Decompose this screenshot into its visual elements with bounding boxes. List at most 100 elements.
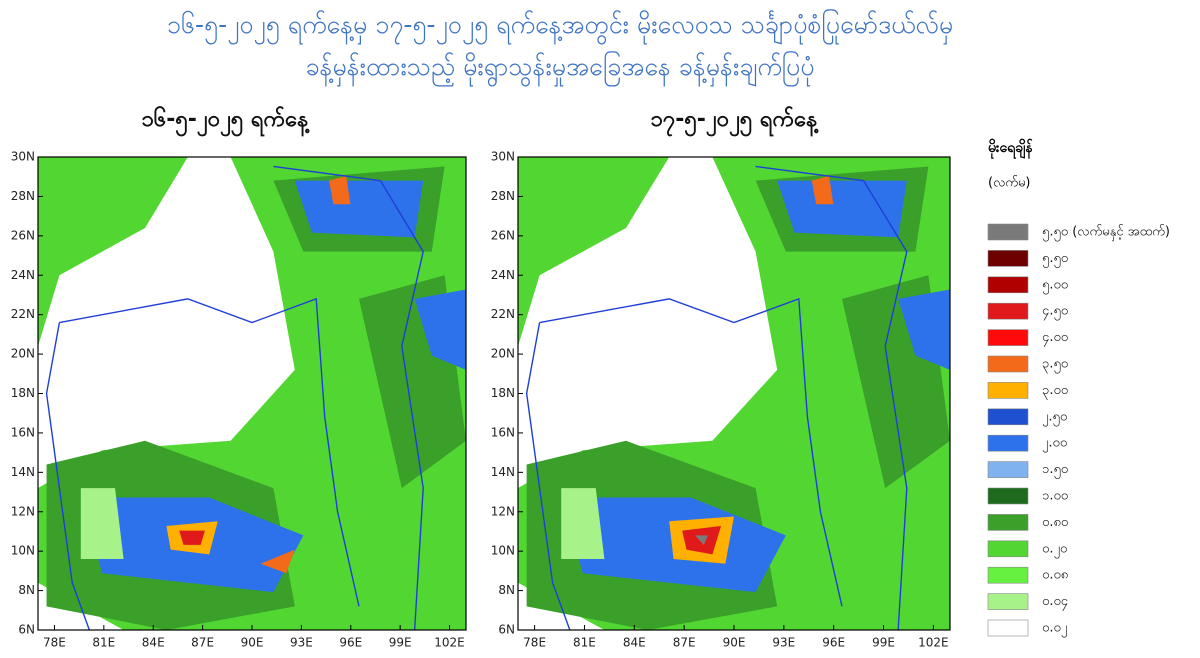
rain-area	[294, 180, 424, 238]
rain-area	[414, 289, 466, 370]
rain-area	[260, 549, 295, 574]
lon-label: 81E	[573, 636, 596, 650]
legend-swatch	[987, 434, 1029, 452]
lon-label: 102E	[918, 636, 949, 650]
rain-area	[38, 157, 188, 347]
legend: ၅.၅၀ (လက်မနှင့် အထက်) ၅.၅၀၅.၀၀၄.၅၀၄.၀၀၃.၅…	[987, 223, 1170, 638]
legend-swatch	[987, 487, 1029, 505]
legend-label: ၀.၂၀	[1042, 541, 1067, 558]
lat-label: 18N	[11, 386, 35, 400]
legend-label: ၅.၅၀	[1042, 251, 1068, 268]
lon-label: 78E	[523, 636, 546, 650]
lon-label: 99E	[872, 636, 895, 650]
lat-label: 24N	[11, 268, 35, 282]
lat-label: 20N	[491, 347, 515, 361]
legend-swatch	[987, 540, 1029, 558]
maps: 30N 28N 26N 24N 22N 20N 18N 16N 14N 12N 10N 8N 6N 78E…	[11, 150, 951, 650]
lat-label: 16N	[11, 425, 35, 439]
rain-area	[179, 530, 205, 545]
legend-swatch	[987, 355, 1029, 373]
rain-area	[518, 157, 670, 347]
legend-label: ၄.၅၀	[1042, 304, 1068, 321]
lon-label: 90E	[241, 636, 264, 650]
legend-swatch	[987, 514, 1029, 531]
lon-label: 87E	[673, 636, 696, 650]
rain-area	[80, 488, 124, 560]
legend-label: ၅.၅၀ (လက်မနှင့် အထက်)	[1042, 224, 1170, 242]
lat-label: 14N	[491, 465, 515, 479]
legend-swatch	[987, 250, 1029, 267]
lat-label: 18N	[491, 386, 515, 400]
lon-label: 87E	[191, 636, 214, 650]
legend-label: ၄.၀၀	[1042, 330, 1068, 347]
rain-area	[898, 289, 950, 370]
legend-unit: (လက်မ)	[988, 175, 1030, 191]
legend-swatch	[987, 329, 1029, 346]
panel-title: ၁၆-၅-၂၀၂၅ ရက်နေ့	[142, 105, 311, 137]
lon-label: 84E	[142, 636, 165, 650]
lon-label: 81E	[92, 636, 115, 650]
lat-label: 8N	[498, 583, 515, 597]
lat-label: 6N	[498, 623, 515, 637]
lon-label: 90E	[723, 636, 746, 650]
lat-label: 20N	[11, 347, 35, 361]
title-line: ခန့်မှန်းထားသည့် မိုးရွာသွန်းမှုအခြေအနေ …	[305, 51, 814, 87]
rain-area	[811, 175, 834, 205]
legend-swatch	[987, 461, 1029, 478]
rain-area	[695, 535, 709, 545]
legend-swatch	[987, 619, 1029, 637]
legend-swatch	[987, 593, 1029, 610]
legend-label: ၀.၀၂	[1042, 621, 1067, 638]
legend-label: ၃.၀၀	[1042, 383, 1068, 400]
lat-label: 24N	[491, 268, 515, 282]
panel-title: ၁၇-၅-၂၀၂၅ ရက်နေ့	[651, 105, 820, 137]
legend-label: ၁.၀၀	[1042, 489, 1068, 504]
legend-swatch	[987, 382, 1029, 399]
lat-label: 10N	[11, 544, 35, 558]
lon-label: 99E	[389, 636, 412, 650]
coastline	[45, 165, 424, 631]
title-line: ၁၆-၅-၂၀၂၅ ရက်နေ့မှ ၁၇-၅-၂၀၂၅ ရက်နေ့အတွင်…	[167, 9, 953, 45]
legend-swatch	[987, 408, 1029, 426]
lat-label: 10N	[491, 544, 515, 558]
lat-label: 30N	[491, 150, 515, 164]
lon-label: 84E	[623, 636, 646, 650]
map-panel: 30N 28N 26N 24N 22N 20N 18N 16N 14N 12N 10N 8N 6N 78E…	[491, 150, 951, 650]
lat-label: 30N	[11, 150, 35, 164]
lat-label: 22N	[11, 307, 35, 321]
map-panel: 30N 28N 26N 24N 22N 20N 18N 16N 14N 12N 10N 8N 6N 78E…	[11, 150, 467, 650]
lat-label: 26N	[491, 228, 515, 242]
lat-label: 12N	[491, 504, 515, 518]
lat-label: 8N	[18, 583, 35, 597]
legend-label: ၀.၀၈	[1042, 568, 1068, 583]
lat-label: 28N	[491, 189, 515, 203]
lat-label: 28N	[11, 189, 35, 203]
legend-label: ၀.၈၀	[1042, 515, 1068, 530]
legend-label: ၀.၀၄	[1042, 594, 1069, 611]
legend-label: ၁.၅၀	[1042, 462, 1068, 479]
coastline	[525, 165, 908, 631]
lat-label: 26N	[11, 228, 35, 242]
legend-label: ၅.၀၀	[1042, 277, 1068, 294]
rain-area	[329, 175, 351, 205]
lon-label: 96E	[822, 636, 845, 650]
legend-title: မိုးရေချိန်	[988, 139, 1033, 159]
legend-swatch	[987, 223, 1029, 241]
legend-swatch	[987, 566, 1029, 584]
rain-area	[777, 180, 907, 238]
legend-label: ၃.၅၀	[1042, 357, 1068, 374]
legend-swatch	[987, 276, 1029, 294]
lon-label: 96E	[339, 636, 362, 650]
lat-label: 16N	[491, 425, 515, 439]
legend-label: ၂.၀၀	[1042, 436, 1067, 453]
lat-label: 14N	[11, 465, 35, 479]
lon-label: 78E	[43, 636, 66, 650]
lon-label: 93E	[290, 636, 313, 650]
rain-area	[561, 488, 605, 560]
legend-swatch	[987, 302, 1029, 320]
lon-label: 102E	[434, 636, 465, 650]
lat-label: 6N	[18, 623, 35, 637]
lon-label: 93E	[772, 636, 795, 650]
legend-label: ၂.၅၀	[1042, 409, 1067, 426]
